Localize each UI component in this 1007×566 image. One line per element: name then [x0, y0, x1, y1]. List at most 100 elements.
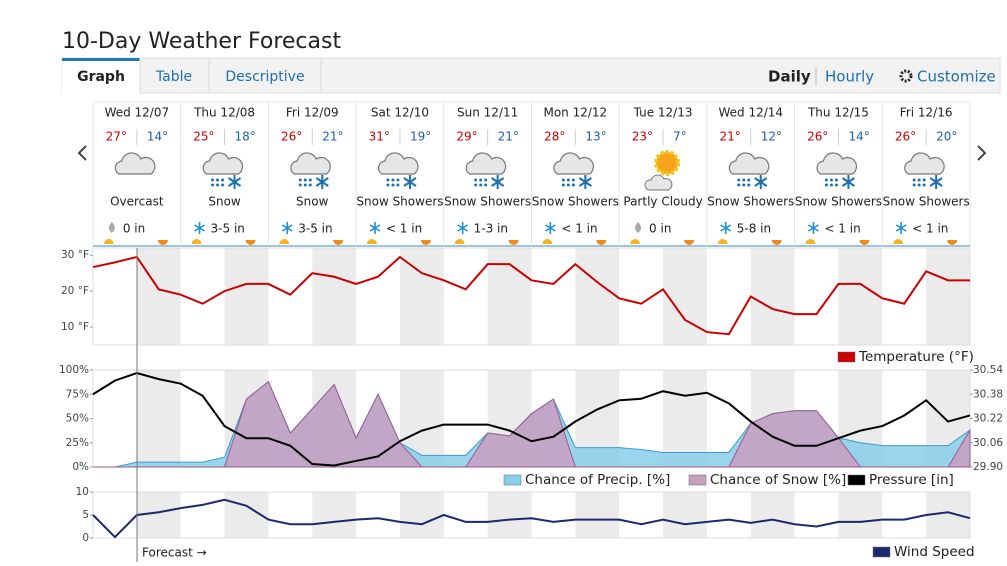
snow-dot: [912, 183, 916, 187]
day-low: 14°: [848, 130, 869, 144]
day-high: 31°: [369, 130, 390, 144]
sunset-icon: [245, 240, 256, 245]
precip-amount: 3-5 in: [211, 222, 245, 236]
night-band: [750, 248, 795, 345]
snow-dot: [391, 183, 395, 187]
night-band: [663, 248, 707, 345]
sunrise-icon: [103, 239, 114, 244]
day-high: 21°: [719, 130, 740, 144]
y-tick-label: 0: [82, 532, 89, 544]
sunset-icon: [333, 240, 344, 245]
snow-dot: [922, 178, 926, 182]
view-hourly[interactable]: Hourly: [825, 68, 874, 86]
y-tick-label: 30 °F: [61, 249, 89, 261]
snow-dot: [298, 178, 302, 182]
snow-dot: [211, 178, 215, 182]
condition: Snow Showers: [795, 195, 882, 209]
snow-dot: [391, 178, 395, 182]
night-band: [575, 492, 620, 538]
precip-amount: 3-5 in: [298, 222, 332, 236]
condition: Snow: [296, 195, 329, 209]
view-daily[interactable]: Daily: [768, 68, 811, 86]
snow-dot: [747, 183, 751, 187]
day-label: Wed 12/14: [718, 106, 783, 120]
night-band: [838, 248, 883, 345]
day-label: Mon 12/12: [543, 106, 607, 120]
precip-amount: < 1 in: [386, 222, 422, 236]
night-band: [575, 248, 620, 345]
sunrise-icon: [454, 239, 465, 244]
tab[interactable]: Descriptive: [225, 69, 304, 85]
sunrise-icon: [717, 239, 728, 244]
snow-dot: [566, 183, 570, 187]
day-high: 25°: [193, 130, 214, 144]
tab-indicator: [62, 58, 140, 61]
snow-dot: [737, 183, 741, 187]
snow-dot: [396, 178, 400, 182]
sunset-icon: [596, 240, 607, 245]
cloud-icon: [290, 152, 331, 175]
y-tick-label: 100%: [59, 364, 89, 376]
forecast-marker: Forecast →: [142, 546, 207, 560]
legend-swatch: [688, 474, 707, 486]
night-band: [136, 370, 181, 467]
snow-dot: [742, 183, 746, 187]
sunset-icon: [157, 240, 168, 245]
snow-dot: [829, 183, 833, 187]
day-low: 14°: [147, 130, 168, 144]
day-low: 19°: [410, 130, 431, 144]
precip-amount: < 1 in: [824, 222, 860, 236]
snow-dot: [824, 183, 828, 187]
day-low: 12°: [761, 130, 782, 144]
tab[interactable]: Table: [155, 69, 192, 85]
sunrise-icon: [630, 239, 641, 244]
snow-dot: [917, 178, 921, 182]
night-band: [399, 248, 444, 345]
prev-arrow[interactable]: [77, 145, 87, 161]
legend-swatch: [847, 474, 866, 486]
snow-dot: [561, 183, 565, 187]
day-high: 26°: [281, 130, 302, 144]
day-high: 29°: [456, 130, 477, 144]
y-tick-label: 10 °F: [61, 321, 89, 333]
next-arrow[interactable]: [977, 145, 987, 161]
snow-dot: [479, 178, 483, 182]
snow-dot: [308, 178, 312, 182]
night-band: [312, 248, 357, 345]
day-label: Thu 12/15: [807, 106, 869, 120]
day-low: 21°: [498, 130, 519, 144]
sunset-icon: [420, 240, 431, 245]
snow-dot: [474, 178, 478, 182]
tab-bar: [61, 57, 1001, 94]
sunrise-icon: [279, 239, 290, 244]
legend-label: Temperature (°F): [858, 349, 974, 365]
snow-dot: [484, 178, 488, 182]
sunrise-icon: [542, 239, 553, 244]
y-tick-label: 5: [82, 509, 89, 521]
snow-dot: [216, 183, 220, 187]
snow-dot: [917, 183, 921, 187]
sunset-icon: [684, 240, 695, 245]
snow-dot: [742, 178, 746, 182]
tab[interactable]: Graph: [77, 69, 125, 85]
snow-dot: [479, 183, 483, 187]
snow-dot: [737, 178, 741, 182]
area: [93, 380, 971, 468]
day-high: 26°: [895, 130, 916, 144]
day-label: Thu 12/08: [193, 106, 255, 120]
night-band: [750, 492, 795, 538]
night-band: [399, 492, 444, 538]
snow-dot: [912, 178, 916, 182]
y-tick-label: 0%: [72, 461, 89, 473]
snow-dot: [834, 183, 838, 187]
night-band: [224, 248, 269, 345]
customize[interactable]: Customize: [917, 68, 996, 86]
day-high: 26°: [807, 130, 828, 144]
precip-snow-icon: [544, 222, 556, 234]
sunset-icon: [859, 240, 870, 245]
precip-snow-icon: [808, 222, 819, 234]
snowflake-icon: [578, 175, 592, 189]
y-tick-label: 30.06: [973, 437, 1003, 449]
legend-label: Chance of Snow [%]: [710, 472, 846, 488]
legend-swatch: [872, 546, 891, 558]
